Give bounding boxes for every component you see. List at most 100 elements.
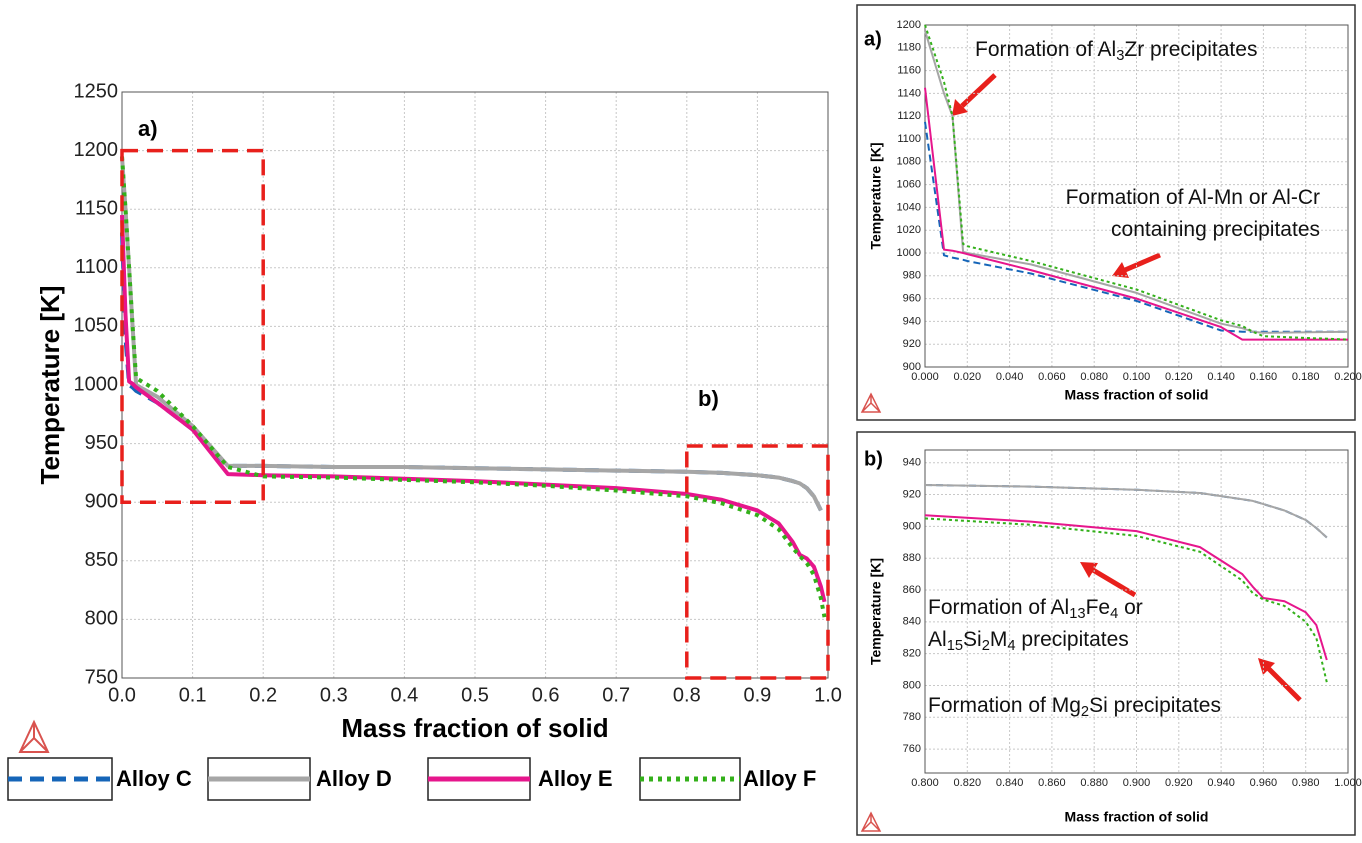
y-tick-label: 900 <box>903 361 921 373</box>
plot-frame <box>924 449 1349 774</box>
x-tick-label: 0.140 <box>1207 371 1235 383</box>
x-tick-label: 0.160 <box>1250 371 1278 383</box>
y-axis-title: Temperature [K] <box>868 142 884 249</box>
arrows <box>952 73 1302 702</box>
legend-label: Alloy E <box>538 766 613 791</box>
series-line <box>924 87 1348 341</box>
annotation: containing precipitates <box>1111 218 1320 241</box>
annotation-part: Formation of Mg <box>928 694 1081 717</box>
x-tick-label: 0.060 <box>1038 371 1066 383</box>
x-axis-title: Mass fraction of solid <box>1065 809 1209 825</box>
y-tick-label: 800 <box>903 679 921 691</box>
annotation: Formation of Al-Mn or Al-Cr <box>1066 186 1320 209</box>
y-tick-label: 1100 <box>897 133 921 145</box>
x-tick-label: 0.920 <box>1165 777 1193 789</box>
x-tick-label: 0.840 <box>996 777 1024 789</box>
series-line <box>924 514 1328 661</box>
y-tick-label: 860 <box>903 584 921 596</box>
y-tick-label: 1200 <box>897 19 921 31</box>
annotation: Formation of Al3Zr precipitates <box>975 38 1257 64</box>
annotation-part: Al <box>928 628 947 651</box>
x-tick-label: 1.0 <box>814 684 842 706</box>
x-tick-label: 0.960 <box>1250 777 1278 789</box>
y-axis-title: Temperature [K] <box>35 286 65 485</box>
zoom-box <box>685 444 830 680</box>
x-tick-label: 0.8 <box>673 684 701 706</box>
x-tick-label: 0.120 <box>1165 371 1193 383</box>
x-tick-label: 0.9 <box>743 684 771 706</box>
y-tick-label: 900 <box>85 490 118 512</box>
annotation-part: Formation of Al <box>975 38 1116 61</box>
y-tick-label: 750 <box>85 666 118 688</box>
series-line <box>924 484 1328 539</box>
panel-label: a) <box>138 116 158 141</box>
series-line <box>924 517 1328 683</box>
x-tick-label: 0.3 <box>320 684 348 706</box>
x-tick-label: 0.940 <box>1207 777 1235 789</box>
y-tick-label: 900 <box>903 520 921 532</box>
annotation-part: 13 <box>1069 606 1085 622</box>
chart: 0.0 0.1 0.2 0.3 0.4 0.5 0.6 0.7 0.8 0.9 1.0 750 800 8… <box>7 80 842 801</box>
annotation-part: Formation of Al-Mn or Al-Cr <box>1066 186 1320 209</box>
annotation-part: 3 <box>1116 48 1124 64</box>
y-tick-label: 980 <box>903 270 921 282</box>
series-line <box>924 24 1349 341</box>
y-tick-label: 940 <box>903 315 921 327</box>
annotation-part: 4 <box>1110 606 1118 622</box>
plot-frame <box>924 24 1349 368</box>
y-tick-label: 800 <box>85 608 118 630</box>
y-tick-label: 1100 <box>75 256 118 278</box>
annotation-part: 4 <box>1007 638 1015 654</box>
y-tick-label: 880 <box>903 552 921 564</box>
annotation: Formation of Al13Fe4 or <box>928 596 1143 622</box>
series-line <box>120 156 827 618</box>
panel-label: a) <box>864 28 882 50</box>
x-tick-label: 0.040 <box>996 371 1024 383</box>
x-tick-label: 0.0 <box>108 684 136 706</box>
y-tick-label: 840 <box>903 616 921 628</box>
x-tick-label: 0.820 <box>954 777 982 789</box>
x-tick-label: 0.4 <box>390 684 418 706</box>
x-tick-label: 0.100 <box>1123 371 1151 383</box>
annotation-part: containing precipitates <box>1111 218 1320 241</box>
annotation-part: Zr precipitates <box>1124 38 1257 61</box>
annotation-part: Fe <box>1086 596 1111 619</box>
series-line <box>120 215 827 603</box>
legend-label: Alloy F <box>743 766 816 791</box>
x-tick-label: 0.7 <box>602 684 630 706</box>
x-tick-label: 0.6 <box>532 684 560 706</box>
y-tick-label: 1020 <box>897 224 921 236</box>
annotation-part: 2 <box>982 638 990 654</box>
annotation-part: precipitates <box>1016 628 1129 651</box>
logo <box>860 392 882 832</box>
annotation-part: Formation of Al <box>928 596 1069 619</box>
inset-frame <box>856 431 1356 836</box>
y-tick-label: 1080 <box>897 156 921 168</box>
legend-label: Alloy C <box>116 766 192 791</box>
y-tick-label: 1200 <box>74 139 119 161</box>
x-tick-label: 1.000 <box>1334 777 1362 789</box>
y-tick-label: 1140 <box>897 87 921 99</box>
x-tick-label: 0.880 <box>1080 777 1108 789</box>
x-tick-label: 0.1 <box>179 684 207 706</box>
y-tick-label: 1180 <box>897 42 921 54</box>
x-tick-label: 0.980 <box>1292 777 1320 789</box>
y-tick-label: 940 <box>903 457 921 469</box>
annotation-part: M <box>990 628 1008 651</box>
y-tick-label: 850 <box>85 549 118 571</box>
y-tick-label: 1150 <box>75 197 118 219</box>
x-tick-label: 0.200 <box>1334 371 1362 383</box>
y-tick-label: 820 <box>903 648 921 660</box>
panel-label: b) <box>698 386 719 411</box>
x-tick-label: 0.180 <box>1292 371 1320 383</box>
x-tick-label: 0.900 <box>1123 777 1151 789</box>
annotation-part: Si precipitates <box>1089 694 1221 717</box>
x-tick-label: 0.5 <box>461 684 489 706</box>
logo <box>18 719 50 753</box>
legend-label: Alloy D <box>316 766 392 791</box>
annotation: Al15Si2M4 precipitates <box>928 628 1129 654</box>
x-tick-label: 0.2 <box>249 684 277 706</box>
y-tick-label: 1050 <box>74 315 119 337</box>
